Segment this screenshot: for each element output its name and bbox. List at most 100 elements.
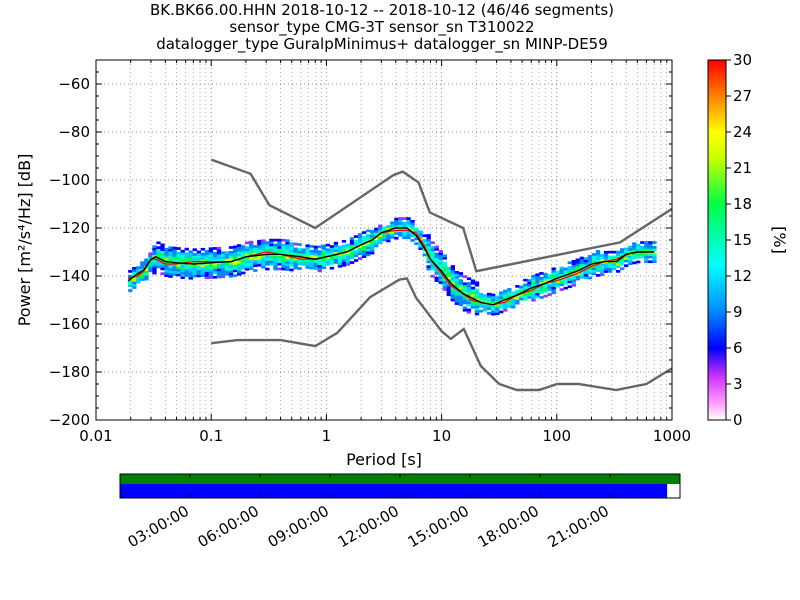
heatmap-cell <box>224 263 230 266</box>
heatmap-cell <box>245 248 250 252</box>
heatmap-cell <box>615 265 621 268</box>
heatmap-cell <box>486 295 492 298</box>
heatmap-cell <box>281 250 286 254</box>
heatmap-cell <box>188 257 193 261</box>
title-line-3: datalogger_type GuralpMinimus+ datalogge… <box>156 35 608 53</box>
heatmap-cell <box>454 280 460 284</box>
heatmap-cell <box>495 305 500 308</box>
heatmap-cell <box>482 299 488 302</box>
heatmap-cell <box>531 279 536 283</box>
heatmap-cell <box>390 221 395 225</box>
heatmap-cell <box>305 263 310 267</box>
heatmap-cell <box>620 262 625 266</box>
heatmap-cell <box>374 239 379 243</box>
heatmap-cell <box>144 268 149 271</box>
heatmap-cell <box>450 291 456 295</box>
heatmap-cell <box>265 241 270 245</box>
heatmap-cell <box>587 271 593 275</box>
heatmap-cell <box>523 295 528 299</box>
heatmap-cell <box>628 247 633 251</box>
heatmap-cell <box>543 282 548 286</box>
heatmap-cell <box>148 254 153 258</box>
heatmap-cell <box>414 242 419 245</box>
heatmap-cell <box>216 251 222 255</box>
heatmap-cell <box>333 241 339 245</box>
heatmap-cell <box>454 299 460 303</box>
colorbar-tick-label: 3 <box>733 375 743 393</box>
heatmap-cell <box>289 268 294 272</box>
heatmap-cell <box>543 287 548 291</box>
heatmap-cell <box>466 310 472 314</box>
heatmap-cell <box>418 230 423 234</box>
heatmap-cell <box>160 253 165 256</box>
heatmap-cell <box>281 255 286 259</box>
heatmap-cell <box>301 260 306 264</box>
heatmap-cell <box>281 248 286 252</box>
heatmap-cell <box>482 294 488 298</box>
heatmap-cell <box>345 251 351 254</box>
heatmap-cell <box>277 250 282 254</box>
heatmap-cell <box>353 235 359 238</box>
heatmap-cell <box>200 255 206 258</box>
heatmap-cell <box>285 246 290 250</box>
heatmap-cell <box>305 258 310 262</box>
heatmap-cell <box>265 248 270 252</box>
heatmap-cell <box>507 300 512 303</box>
heatmap-cell <box>555 284 560 288</box>
heatmap-cell <box>184 271 189 275</box>
heatmap-cell <box>575 270 580 274</box>
heatmap-cell <box>458 272 464 275</box>
heatmap-cell <box>636 260 641 264</box>
heatmap-cell <box>482 306 488 310</box>
heatmap-cell <box>398 219 403 223</box>
heatmap-cell <box>624 247 629 251</box>
heatmap-cell <box>345 243 351 247</box>
heatmap-cell <box>232 252 238 256</box>
heatmap-cell <box>224 270 230 274</box>
heatmap-cell <box>265 262 270 266</box>
heatmap-cell <box>599 268 605 272</box>
heatmap-cell <box>297 243 302 246</box>
heatmap-cell <box>224 253 230 257</box>
heatmap-cell <box>216 258 222 262</box>
heatmap-cell <box>474 305 480 309</box>
heatmap-cell <box>398 234 403 237</box>
heatmap-cell <box>458 298 464 302</box>
heatmap-cell <box>349 256 355 260</box>
heatmap-cell <box>575 277 580 281</box>
heatmap-cell <box>172 263 177 267</box>
heatmap-cell <box>652 253 657 256</box>
heatmap-cell <box>422 239 427 242</box>
heatmap-cell <box>490 300 496 304</box>
heatmap-cell <box>325 260 331 264</box>
heatmap-cell <box>216 254 222 257</box>
heatmap-cell <box>446 283 451 287</box>
heatmap-cell <box>285 263 290 267</box>
heatmap-cell <box>253 269 258 272</box>
heatmap-cell <box>571 259 576 263</box>
timeline-tick-label: 15:00:00 <box>405 502 472 551</box>
heatmap-cell <box>140 275 145 279</box>
heatmap-cell <box>329 259 335 263</box>
heatmap-cell <box>313 267 318 271</box>
segment-coverage-bar <box>120 474 680 484</box>
heatmap-cell <box>547 286 552 289</box>
heatmap-cell <box>366 248 371 252</box>
heatmap-cell <box>527 286 532 290</box>
heatmap-cell <box>567 280 572 284</box>
heatmap-cell <box>325 250 331 254</box>
heatmap-cell <box>132 278 137 282</box>
heatmap-cell <box>442 254 447 258</box>
heatmap-cell <box>499 301 504 304</box>
heatmap-cell <box>200 274 206 278</box>
heatmap-cell <box>591 267 597 271</box>
heatmap-cell <box>587 255 593 258</box>
heatmap-cell <box>273 260 278 264</box>
heatmap-cell <box>648 253 653 256</box>
heatmap-cell <box>245 258 250 261</box>
heatmap-cell <box>615 258 621 261</box>
heatmap-cell <box>353 244 359 248</box>
colorbar-tick-label: 6 <box>733 339 743 357</box>
heatmap-cell <box>297 262 302 266</box>
heatmap-cell <box>232 255 238 258</box>
